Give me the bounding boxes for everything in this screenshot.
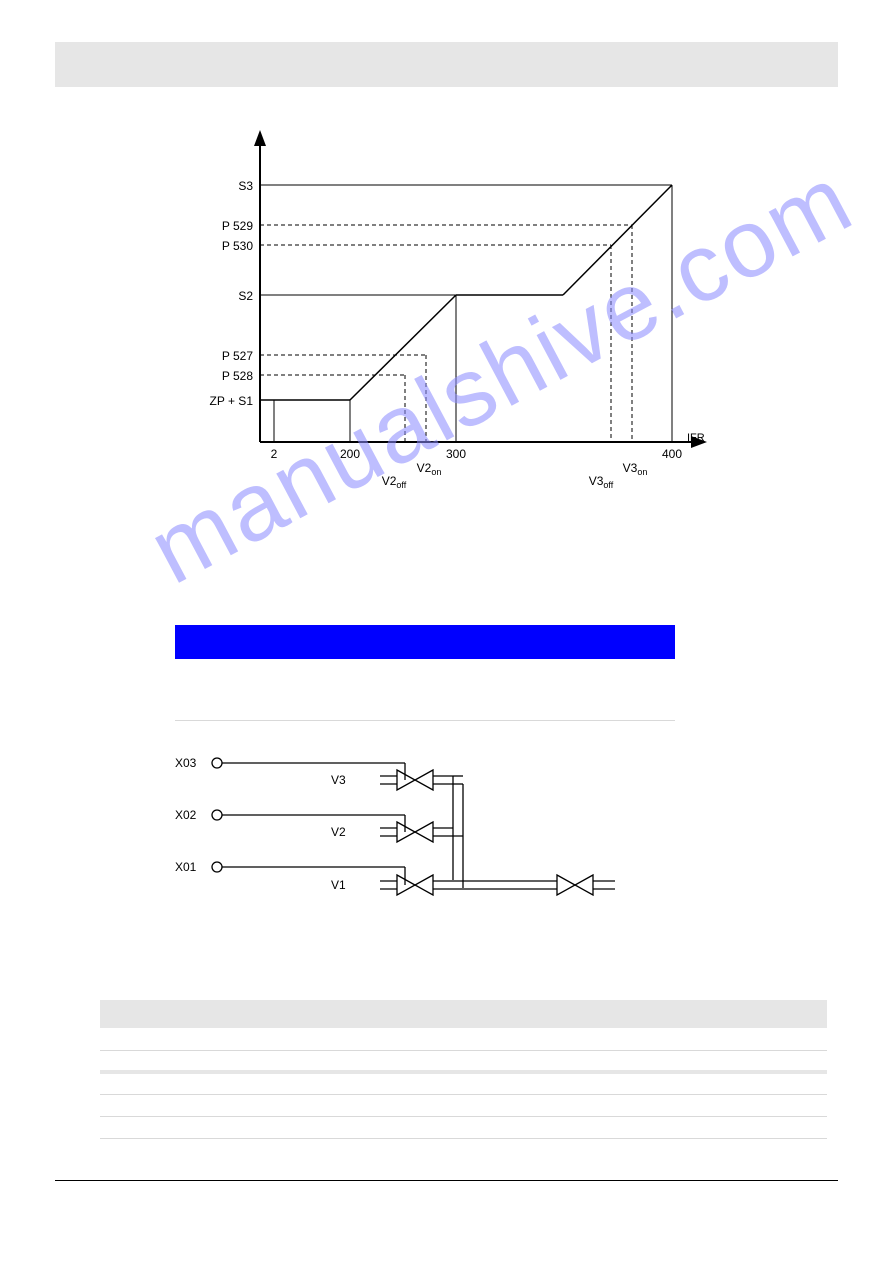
- y-label-s2: S2: [238, 289, 253, 303]
- x-label-200: 200: [340, 447, 360, 461]
- x-label-2: 2: [271, 447, 278, 461]
- terminal-x02: X02: [175, 808, 197, 822]
- sub-v2off: V2off: [382, 474, 407, 490]
- valve-schematic: X03 V3 X02 V2 X01: [155, 740, 715, 920]
- parameter-table: [100, 1000, 827, 1139]
- ramp-chart-svg: S3 P 529 P 530 S2 P 527 P 528 ZP + S1 2 …: [175, 120, 735, 520]
- x-label-ifr: IFR: [687, 432, 705, 444]
- terminal-x03: X03: [175, 756, 197, 770]
- terminal-x01: X01: [175, 860, 197, 874]
- y-label-p527: P 527: [222, 349, 253, 363]
- header-bar: [55, 42, 838, 87]
- y-label-p528: P 528: [222, 369, 253, 383]
- valve-v2-label: V2: [331, 825, 346, 839]
- ramp-chart: S3 P 529 P 530 S2 P 527 P 528 ZP + S1 2 …: [175, 120, 735, 520]
- divider-line: [175, 720, 675, 721]
- valve-schematic-svg: X03 V3 X02 V2 X01: [155, 740, 715, 915]
- parameter-table-inner: [100, 1000, 827, 1139]
- table-row: [100, 1116, 827, 1138]
- sub-v2on: V2on: [417, 461, 442, 477]
- y-label-p529: P 529: [222, 219, 253, 233]
- sub-v3on: V3on: [623, 461, 648, 477]
- valve-v1-label: V1: [331, 878, 346, 892]
- x-label-400: 400: [662, 447, 682, 461]
- notice-bar: [175, 625, 675, 659]
- y-label-p530: P 530: [222, 239, 253, 253]
- table-row: [100, 1028, 827, 1050]
- valve-v3-label: V3: [331, 773, 346, 787]
- table-row: [100, 1072, 827, 1094]
- table-row: [100, 1094, 827, 1116]
- table-header-row: [100, 1000, 827, 1028]
- footer-line: [55, 1180, 838, 1181]
- sub-v3off: V3off: [589, 474, 614, 490]
- x-label-300: 300: [446, 447, 466, 461]
- table-row: [100, 1050, 827, 1072]
- y-label-zps1: ZP + S1: [210, 394, 254, 408]
- y-label-s3: S3: [238, 179, 253, 193]
